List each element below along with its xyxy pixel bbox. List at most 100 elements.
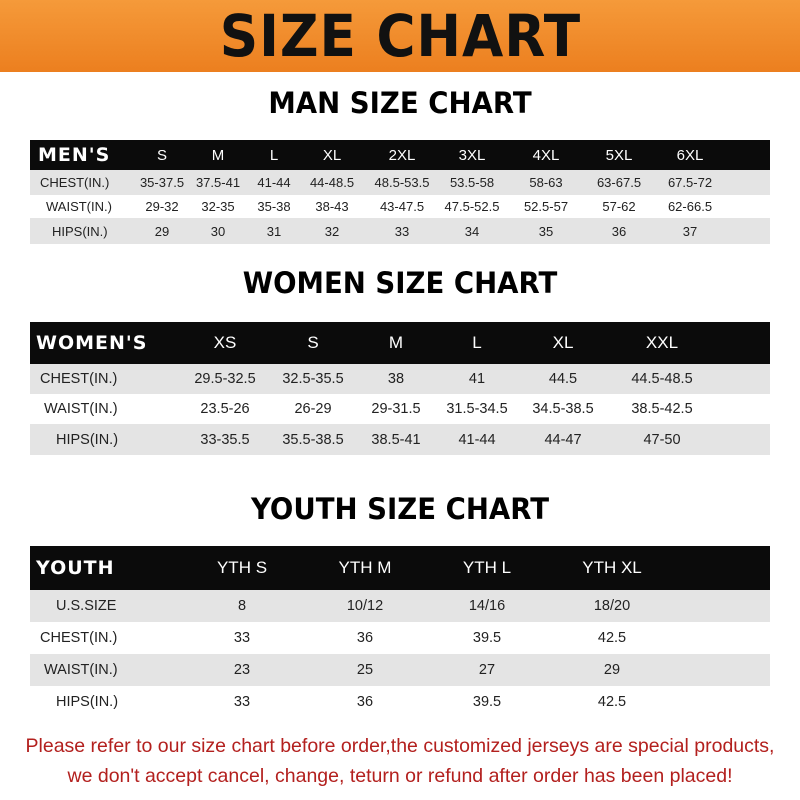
row-label: HIPS(IN.) xyxy=(52,223,108,239)
table-cell: 35-37.5 xyxy=(139,175,185,190)
size-column-header: S xyxy=(307,333,319,352)
women-section-title: WOMEN SIZE CHART xyxy=(242,266,558,300)
table-cell: 29-32 xyxy=(145,199,179,214)
size-column-header: M xyxy=(211,146,225,164)
table-row: HIPS(IN.) 33-35.5 35.5-38.5 38.5-41 41-44 44-… xyxy=(30,424,770,455)
table-cell: 57-62 xyxy=(602,199,636,214)
table-cell: 8 xyxy=(237,598,247,614)
table-cell: 33 xyxy=(233,694,251,710)
table-cell: 37.5-41 xyxy=(195,175,241,190)
table-row: CHEST(IN.) 29.5-32.5 32.5-35.5 38 41 44.5 44.5… xyxy=(30,364,770,394)
size-column-header: 2XL xyxy=(388,146,416,164)
size-column-header: YTH XL xyxy=(582,558,642,577)
table-cell: 32 xyxy=(324,223,340,239)
table-cell: 36 xyxy=(356,694,374,710)
table-cell: 32-35 xyxy=(201,199,235,214)
size-column-header: L xyxy=(269,146,279,164)
table-cell: 41 xyxy=(468,371,486,387)
table-cell: 44.5-48.5 xyxy=(631,371,693,387)
table-cell: 27 xyxy=(478,662,496,678)
table-cell: 34.5-38.5 xyxy=(532,401,594,417)
row-label: WAIST(IN.) xyxy=(44,662,118,678)
table-row: WAIST(IN.) 29-32 32-35 35-38 38-43 43-47.5 47.… xyxy=(30,195,770,218)
table-cell: 34 xyxy=(464,223,480,239)
table-row: CHEST(IN.) 33 36 39.5 42.5 xyxy=(30,622,770,654)
size-column-header: S xyxy=(156,146,168,164)
men-header-row: MEN'S S M L XL 2XL 3XL 4XL 5XL 6XL xyxy=(30,140,770,170)
table-row: HIPS(IN.) 29 30 31 32 33 34 35 36 37 xyxy=(30,218,770,244)
table-cell: 47-50 xyxy=(643,431,681,448)
table-cell: 35.5-38.5 xyxy=(282,431,344,448)
table-cell: 47.5-52.5 xyxy=(444,199,500,214)
table-row: HIPS(IN.) 33 36 39.5 42.5 xyxy=(30,686,770,718)
table-cell: 67.5-72 xyxy=(667,175,713,190)
women-header-label: WOMEN'S xyxy=(36,332,148,354)
size-column-header: M xyxy=(388,333,404,352)
table-cell: 14/16 xyxy=(468,598,506,614)
table-cell: 38-43 xyxy=(315,199,349,214)
table-cell: 41-44 xyxy=(458,431,496,448)
size-column-header: XL xyxy=(552,333,574,352)
table-cell: 52.5-57 xyxy=(523,199,569,214)
table-cell: 23 xyxy=(233,662,251,678)
page-title: SIZE CHART xyxy=(219,2,581,70)
size-column-header: XS xyxy=(213,333,237,352)
table-cell: 32.5-35.5 xyxy=(282,371,344,387)
table-cell: 41-44 xyxy=(257,175,291,190)
youth-header-row: YOUTH YTH S YTH M YTH L YTH XL xyxy=(30,546,770,590)
women-header-row: WOMEN'S XS S M L XL XXL xyxy=(30,322,770,364)
table-cell: 29 xyxy=(154,223,170,239)
table-row: U.S.SIZE 8 10/12 14/16 18/20 xyxy=(30,590,770,622)
row-label: CHEST(IN.) xyxy=(40,630,118,646)
youth-header-label: YOUTH xyxy=(36,557,115,579)
youth-size-table: YOUTH YTH S YTH M YTH L YTH XL U.S.SIZE 8 10/1… xyxy=(30,546,770,718)
size-column-header: XL xyxy=(322,146,342,164)
table-cell: 38.5-41 xyxy=(371,431,421,448)
table-cell: 29.5-32.5 xyxy=(194,371,256,387)
women-size-table: WOMEN'S XS S M L XL XXL CHEST(IN.) 29.5-32.5 32.… xyxy=(30,322,770,455)
table-cell: 25 xyxy=(356,662,374,678)
table-cell: 38 xyxy=(387,371,405,387)
table-cell: 44.5 xyxy=(548,371,578,387)
size-column-header: 6XL xyxy=(676,146,704,164)
table-cell: 10/12 xyxy=(346,598,384,614)
table-cell: 62-66.5 xyxy=(667,199,713,214)
row-label: CHEST(IN.) xyxy=(40,371,118,387)
men-size-table: MEN'S S M L XL 2XL 3XL 4XL 5XL 6XL CHEST(IN.) 35-3… xyxy=(30,140,770,244)
youth-section-title: YOUTH SIZE CHART xyxy=(250,492,550,526)
table-cell: 36 xyxy=(356,630,374,646)
table-cell: 31.5-34.5 xyxy=(446,401,508,417)
table-cell: 63-67.5 xyxy=(596,175,642,190)
size-column-header: YTH L xyxy=(462,558,512,577)
table-cell: 35-38 xyxy=(257,199,291,214)
table-cell: 33 xyxy=(233,630,251,646)
notice-line-2: we don't accept cancel, change, teturn o… xyxy=(67,765,733,787)
table-cell: 58-63 xyxy=(529,175,563,190)
row-label: WAIST(IN.) xyxy=(46,199,112,214)
table-cell: 29-31.5 xyxy=(371,401,421,417)
table-cell: 38.5-42.5 xyxy=(631,401,693,417)
men-section-title: MAN SIZE CHART xyxy=(268,86,532,120)
size-column-header: 5XL xyxy=(605,146,633,164)
table-row: WAIST(IN.) 23.5-26 26-29 29-31.5 31.5-34.5 34… xyxy=(30,394,770,424)
table-cell: 18/20 xyxy=(593,598,631,614)
row-label: CHEST(IN.) xyxy=(40,175,110,190)
table-cell: 29 xyxy=(603,662,621,678)
table-cell: 44-47 xyxy=(544,431,582,448)
table-cell: 43-47.5 xyxy=(379,199,425,214)
size-column-header: XXL xyxy=(645,333,679,352)
size-column-header: YTH M xyxy=(338,558,392,577)
title-banner: SIZE CHART xyxy=(0,0,800,72)
table-cell: 48.5-53.5 xyxy=(374,175,430,190)
men-header-label: MEN'S xyxy=(38,144,111,166)
row-label: WAIST(IN.) xyxy=(44,401,118,417)
row-label: HIPS(IN.) xyxy=(56,694,119,710)
size-column-header: 3XL xyxy=(458,146,486,164)
table-cell: 53.5-58 xyxy=(449,175,495,190)
table-row: WAIST(IN.) 23 25 27 29 xyxy=(30,654,770,686)
table-cell: 39.5 xyxy=(472,630,502,646)
table-cell: 36 xyxy=(611,223,627,239)
table-cell: 33 xyxy=(394,223,410,239)
table-cell: 42.5 xyxy=(597,630,627,646)
size-column-header: 4XL xyxy=(532,146,560,164)
